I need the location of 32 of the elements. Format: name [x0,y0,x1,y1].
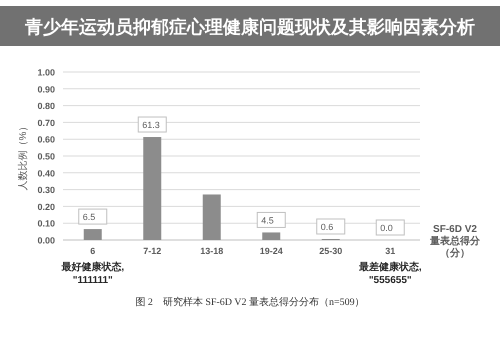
x-tick-label: 19-24 [260,246,283,256]
x-tick-label: 31 [385,246,396,256]
bar [143,137,162,240]
text: 最好健康状态, "111111" [60,261,124,286]
x-tick-label: 6 [90,246,96,256]
annotation: 0.6 [320,222,334,232]
y-axis-title: 人数比例（%） [17,122,29,190]
bar [262,232,280,240]
y-tick-label: 0.30 [37,185,55,196]
x-axis-title: SF-6D V2 量表总得分（分） [429,224,481,259]
y-tick-label: 0.50 [37,152,55,162]
y-tick-label: 0.80 [37,101,55,112]
bar [84,229,102,240]
text: 最差健康状态, "555655" [358,261,422,286]
y-tick-label: 0.70 [37,118,55,128]
x-tick-label: 13-18 [200,246,224,256]
y-tick-label: 0.40 [37,168,55,178]
y-tick-label: 0.20 [37,202,55,212]
y-tick-label: 0.10 [37,218,55,229]
caption: 图 2 研究样本 SF-6D V2 量表总得分分布（n=509） [135,296,365,308]
y-tick-label: 0.90 [37,84,55,94]
annotation: 6.5 [82,212,96,222]
y-tick-label: 0.00 [37,236,55,246]
annotation: 4.5 [261,215,274,226]
chart-title: 青少年运动员抑郁症心理健康问题现状及其影响因素分析 [24,17,475,37]
bar [202,194,221,240]
annotation: 0.0 [380,223,393,233]
y-tick-label: 1.00 [37,68,55,78]
x-tick-label: 25-30 [319,246,342,256]
x-tick-label: 7-12 [143,246,162,256]
annotation: 61.3 [142,120,160,130]
y-tick-label: 0.60 [37,134,55,145]
